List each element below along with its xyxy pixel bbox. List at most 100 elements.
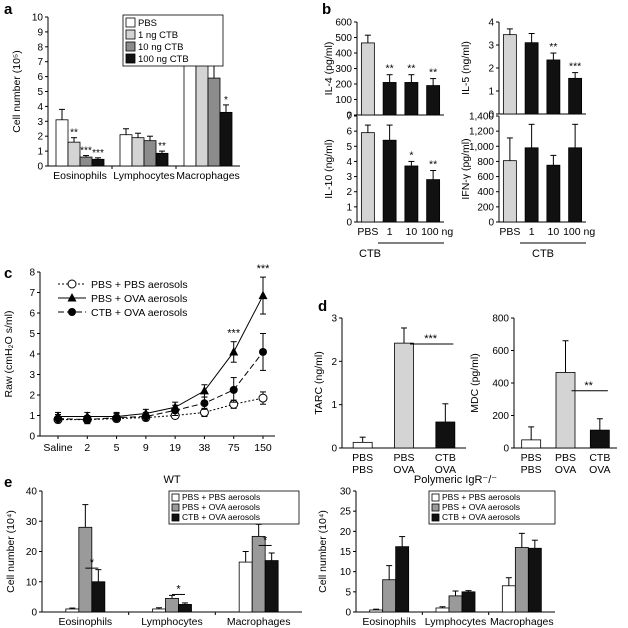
bar — [503, 161, 516, 222]
bar — [56, 120, 68, 166]
y-tick-label: 8 — [29, 268, 35, 279]
bar — [208, 78, 220, 166]
panel-letter: d — [318, 298, 327, 315]
x-tick-label: Eosinophils — [53, 170, 107, 182]
bar — [361, 43, 374, 115]
y-tick-label: 6 — [29, 309, 35, 320]
panel-e-wt: e010203040Cell number (10⁴)Eosinophils Ly… — [4, 474, 302, 628]
figure: a012345678910Cell number (10⁵)***** ***Eo… — [0, 0, 628, 628]
bar — [503, 35, 516, 114]
cytokine-group-label: CTB — [359, 248, 381, 260]
significance-label: ** — [549, 41, 557, 53]
significance-label: *** — [424, 333, 438, 345]
bar — [427, 180, 440, 222]
bar — [525, 148, 538, 222]
legend-swatch — [126, 30, 135, 39]
y-tick-label: 1 — [346, 202, 352, 213]
x-tick-label: CTB — [589, 452, 610, 464]
legend-label: PBS + OVA aerosols — [442, 502, 520, 512]
x-tick-label: 5 — [114, 442, 120, 454]
x-tick-label: PBS — [352, 464, 373, 476]
y-axis-label: TARC (ng/ml) — [313, 351, 325, 414]
panel-c: c012345678Raw (cmH₂O s/ml)Saline 2 5 9 19 38 7… — [3, 263, 275, 454]
significance-label: ** — [429, 159, 437, 171]
y-tick-label: 5 — [29, 329, 35, 340]
y-axis-label: Cell number (10⁴) — [317, 510, 329, 593]
x-tick-label: PBS — [352, 452, 373, 464]
y-tick-label: 6 — [346, 127, 352, 138]
bar — [120, 135, 132, 166]
y-tick-label: 0 — [37, 162, 43, 173]
y-tick-label: 8 — [37, 42, 43, 53]
significance-label: ** — [386, 63, 394, 75]
y-tick-label: 3 — [488, 41, 494, 52]
y-tick-label: 20 — [340, 527, 352, 538]
panel-b-il4: b0100200300400500600IL-4 (pg/ml) ** ** ** — [322, 1, 444, 122]
legend-label: CTB + OVA aerosols — [91, 307, 187, 319]
legend-label: PBS + PBS aerosols — [182, 492, 260, 502]
y-tick-label: 0 — [29, 432, 35, 443]
bar — [68, 142, 80, 166]
y-tick-label: 2 — [331, 357, 337, 368]
y-tick-label: 200 — [335, 80, 352, 91]
x-tick-label: 75 — [228, 442, 240, 454]
bar — [405, 166, 418, 222]
y-tick-label: 7 — [37, 57, 43, 68]
x-tick-label: Eosinophils — [58, 616, 112, 628]
significance-label: ** — [70, 128, 78, 139]
significance-label: *** — [227, 328, 241, 340]
x-tick-label: 19 — [169, 442, 181, 454]
y-tick-label: 1 — [37, 147, 43, 158]
bar — [156, 153, 168, 166]
legend-swatch — [432, 504, 439, 511]
bar — [427, 86, 440, 115]
y-tick-label: 200 — [477, 202, 494, 213]
bar — [569, 148, 582, 222]
y-tick-label: 1,000 — [469, 142, 494, 153]
y-tick-label: 3 — [331, 314, 337, 325]
y-tick-label: 4 — [29, 350, 35, 361]
y-tick-label: 800 — [477, 157, 494, 168]
y-axis-label: IL-4 (pg/ml) — [323, 42, 335, 96]
x-tick-label: PBS — [555, 452, 576, 464]
significance-label: ** — [158, 141, 166, 152]
legend-label: PBS + OVA aerosols — [91, 293, 187, 305]
y-tick-label: 2 — [488, 64, 494, 75]
data-point — [259, 394, 267, 402]
significance-label: *** — [92, 148, 104, 159]
x-tick-label: Saline — [43, 442, 72, 454]
legend-label: 10 ng CTB — [138, 42, 183, 53]
x-tick-label: CTB — [435, 452, 456, 464]
y-tick-label: 30 — [26, 517, 38, 528]
bar — [66, 609, 79, 612]
y-tick-label: 9 — [37, 27, 43, 38]
bar — [92, 582, 105, 612]
x-tick-label: 2 — [84, 442, 90, 454]
y-tick-label: 1,200 — [469, 127, 494, 138]
data-point — [171, 406, 179, 414]
y-tick-label: 4 — [346, 157, 352, 168]
x-tick-label: 100 ng — [421, 226, 453, 238]
significance-label: * — [224, 95, 228, 106]
y-axis-label: MDC (pg/ml) — [469, 353, 481, 413]
data-point — [229, 347, 238, 356]
x-tick-label: 38 — [199, 442, 211, 454]
y-tick-label: 30 — [340, 487, 352, 498]
significance-label: * — [409, 149, 413, 161]
y-tick-label: 2 — [37, 132, 43, 143]
panel-d-tarc: d0123TARC (ng/ml)PBSPBSPBSOVACTBOVA*** — [313, 298, 466, 476]
bar — [370, 610, 383, 612]
y-tick-label: 25 — [340, 507, 352, 518]
y-tick-label: 1,400 — [469, 112, 494, 123]
bar — [383, 82, 396, 115]
bar — [449, 596, 462, 612]
y-tick-label: 1 — [331, 400, 337, 411]
significance-label: ** — [407, 63, 415, 75]
bar — [179, 604, 192, 612]
data-point — [83, 416, 91, 424]
y-tick-label: 500 — [335, 33, 352, 44]
bar — [502, 586, 515, 612]
legend-swatch — [432, 494, 439, 501]
significance-label: *** — [257, 263, 271, 275]
